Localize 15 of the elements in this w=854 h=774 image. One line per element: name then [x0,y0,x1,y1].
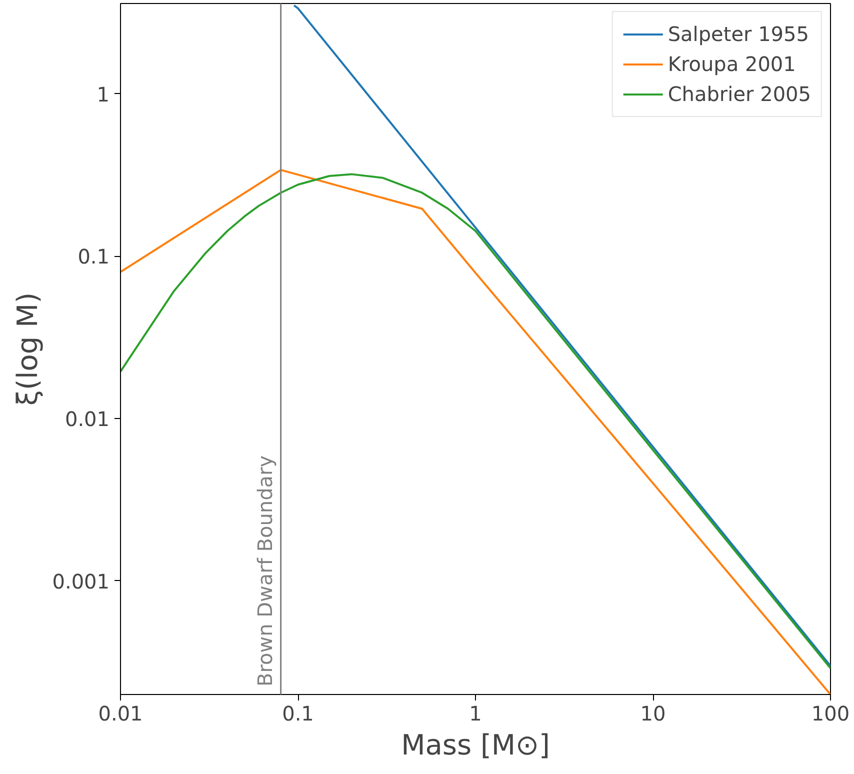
legend-label: Kroupa 2001 [668,52,796,76]
y-axis-title: ξ(log M) [11,292,44,406]
y-tick-label: 1 [96,82,110,106]
x-axis-title: Mass [M⊙] [401,728,550,762]
y-tick-label: 0.001 [52,569,110,594]
y-tick-label: 0.1 [78,244,110,269]
legend-label: Salpeter 1955 [668,22,809,46]
x-tick-label: 10 [640,702,666,726]
x-tick-label: 0.1 [282,702,314,726]
legend-label: Chabrier 2005 [668,82,811,106]
ref-line-label: Brown Dwarf Boundary [252,455,277,686]
x-tick-label: 100 [811,702,850,726]
x-tick-label: 1 [469,702,482,726]
y-tick-label: 0.01 [64,407,110,432]
x-tick-label: 0.01 [98,702,143,726]
